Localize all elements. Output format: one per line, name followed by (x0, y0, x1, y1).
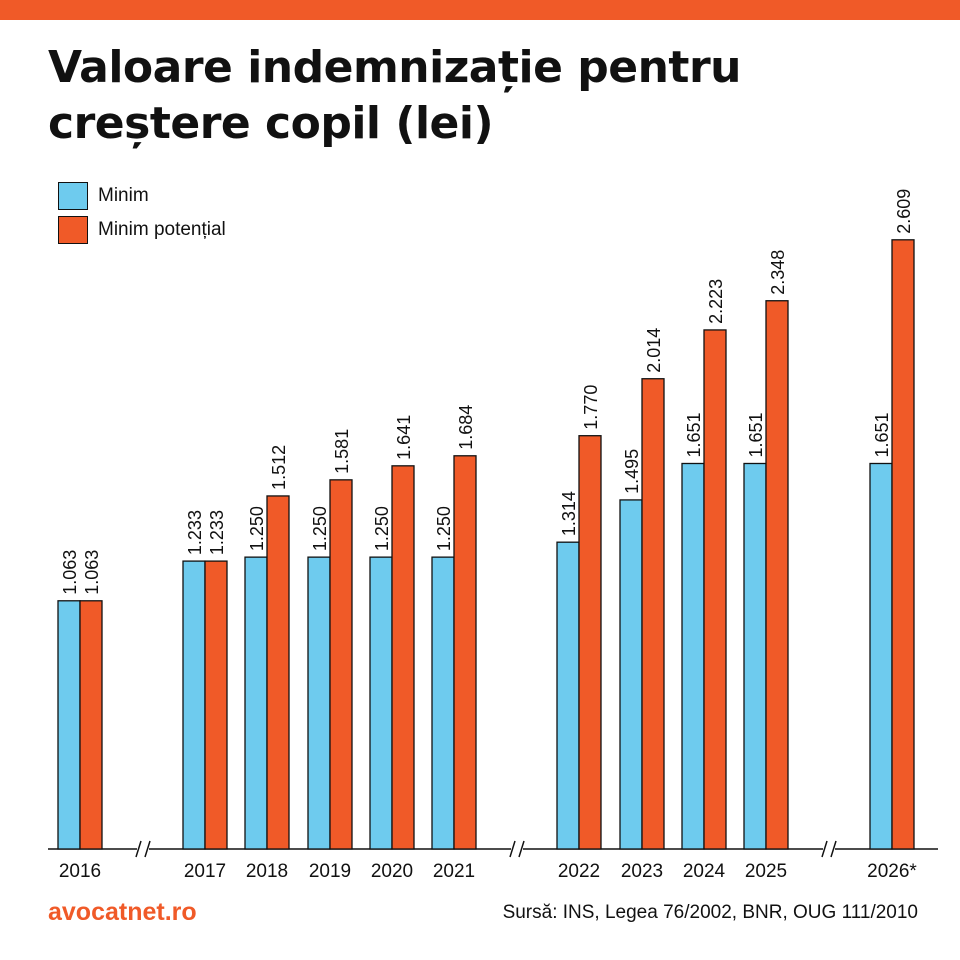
data-label-minim-potential-2023: 2.014 (644, 328, 664, 373)
x-tick-label-2017: 2017 (184, 861, 226, 882)
bar-minim-2023 (619, 499, 643, 850)
bar-minim-2024 (681, 462, 705, 850)
bar-minim-2026 (869, 462, 893, 850)
data-label-minim-potential-2026: 2.609 (894, 189, 914, 234)
bar-minim-2020 (369, 556, 393, 850)
bar-minim-2021 (431, 556, 455, 850)
data-label-minim-potential-2019: 1.581 (332, 429, 352, 474)
bar-minim-potential-2020 (391, 465, 415, 850)
bar-minim-2016 (57, 600, 81, 850)
bar-minim-potential-2018 (266, 495, 290, 850)
axis-break-mark-2-a (821, 840, 828, 858)
data-label-minim-potential-2025: 2.348 (768, 250, 788, 295)
data-label-minim-2026: 1.651 (872, 412, 892, 457)
axis-break-mark-0-b (144, 840, 151, 858)
bar-minim-2022 (556, 541, 580, 850)
bar-minim-potential-2021 (453, 455, 477, 850)
data-label-minim-2024: 1.651 (684, 412, 704, 457)
bar-minim-potential-2019 (329, 479, 353, 850)
data-label-minim-potential-2021: 1.684 (456, 405, 476, 450)
data-label-minim-potential-2022: 1.770 (581, 385, 601, 430)
bar-minim-potential-2017 (204, 560, 228, 850)
data-label-minim-potential-2018: 1.512 (269, 445, 289, 490)
data-label-minim-2025: 1.651 (746, 412, 766, 457)
x-tick-label-2021: 2021 (433, 861, 475, 882)
data-label-minim-2023: 1.495 (622, 449, 642, 494)
x-tick-label-2020: 2020 (371, 861, 413, 882)
x-tick-label-2019: 2019 (309, 861, 351, 882)
axis-break-mark-2-b (830, 840, 837, 858)
bar-minim-2018 (244, 556, 268, 850)
x-tick-label-2025: 2025 (745, 861, 787, 882)
bar-minim-potential-2026 (891, 239, 915, 850)
chart-title: Valoare indemnizație pentru creștere cop… (48, 42, 742, 149)
data-label-minim-potential-2020: 1.641 (394, 415, 414, 460)
data-label-minim-2021: 1.250 (434, 506, 454, 551)
x-tick-label-2026: 2026* (867, 861, 917, 882)
axis-break-mark-1-a (509, 840, 516, 858)
bar-minim-2025 (743, 462, 767, 850)
legend-label-minim: Minim (98, 185, 149, 206)
x-tick-label-2024: 2024 (683, 861, 726, 882)
axis-break-mark-1-b (518, 840, 525, 858)
bar-minim-potential-2016 (79, 600, 103, 850)
bar-minim-potential-2023 (641, 378, 665, 850)
legend-swatch-minim (58, 182, 88, 210)
x-tick-label-2016: 2016 (59, 861, 101, 882)
data-label-minim-2019: 1.250 (310, 506, 330, 551)
x-tick-label-2022: 2022 (558, 861, 600, 882)
legend: Minim Minim potențial (58, 180, 226, 248)
top-accent-band (0, 0, 960, 20)
axis-break-mark-0-a (135, 840, 142, 858)
data-label-minim-2020: 1.250 (372, 506, 392, 551)
bar-minim-2019 (307, 556, 331, 850)
x-tick-label-2023: 2023 (621, 861, 663, 882)
bar-minim-potential-2024 (703, 329, 727, 850)
bar-minim-2017 (182, 560, 206, 850)
data-label-minim-potential-2017: 1.233 (207, 510, 227, 555)
data-label-minim-2016: 1.063 (60, 550, 80, 595)
data-label-minim-potential-2024: 2.223 (706, 279, 726, 324)
legend-item-minim-potential: Minim potențial (58, 214, 226, 246)
data-label-minim-2018: 1.250 (247, 506, 267, 551)
bar-minim-potential-2022 (578, 435, 602, 850)
source-note: Sursă: INS, Legea 76/2002, BNR, OUG 111/… (502, 902, 918, 923)
legend-label-minim-potential: Minim potențial (98, 219, 226, 240)
legend-item-minim: Minim (58, 180, 226, 212)
brand-logo-text: avocatnet.ro (48, 898, 197, 926)
data-label-minim-2017: 1.233 (185, 510, 205, 555)
data-label-minim-2022: 1.314 (559, 491, 579, 536)
legend-swatch-minim-potential (58, 216, 88, 244)
data-label-minim-potential-2016: 1.063 (82, 550, 102, 595)
x-tick-label-2018: 2018 (246, 861, 288, 882)
bar-minim-potential-2025 (765, 300, 789, 850)
